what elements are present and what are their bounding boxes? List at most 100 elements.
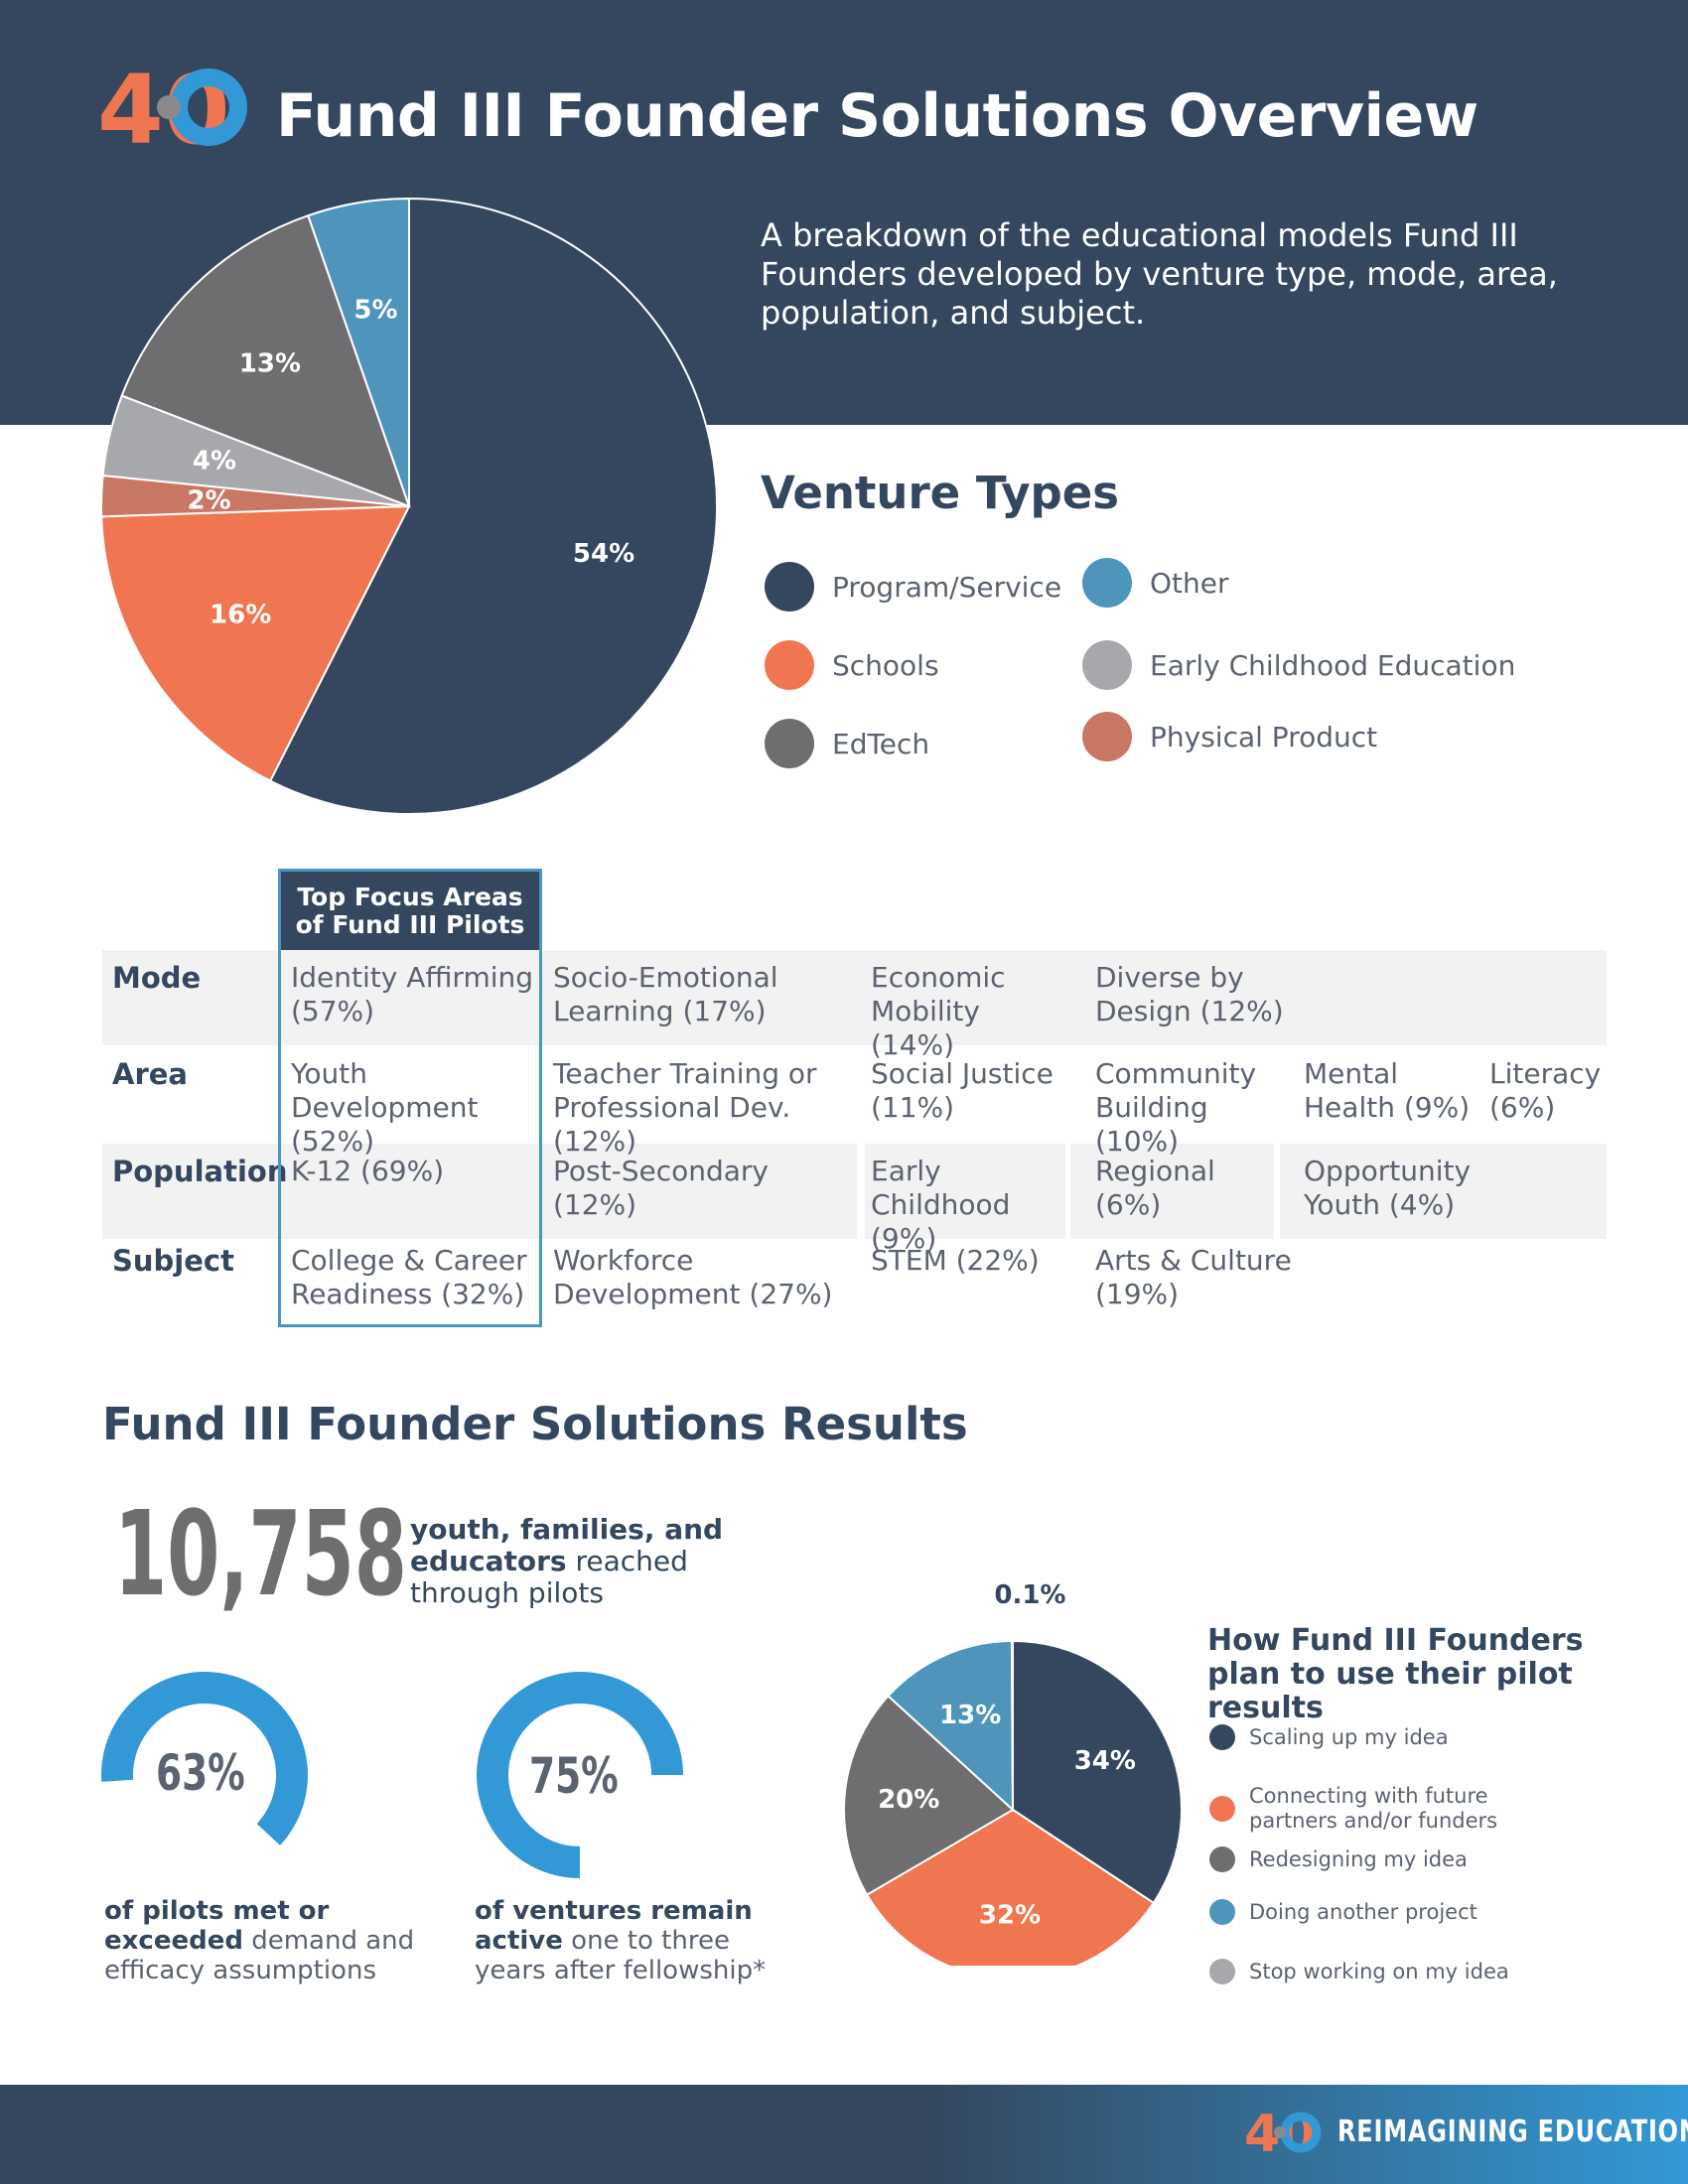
row-header-area: Area [112, 1057, 188, 1091]
table-cell: Teacher Training or Professional Dev. (1… [553, 1057, 817, 1158]
legend-swatch [1082, 640, 1132, 690]
table-cell: Regional (6%) [1095, 1155, 1215, 1221]
donut-progress-arc [100, 1672, 308, 1845]
pie-label-redesigning-my-idea: 20% [878, 1785, 939, 1815]
pie-slice-redesigning-my-idea [843, 1694, 1015, 1896]
legend-item-physical-product: Physical Product [1082, 712, 1377, 761]
venture-types-pie-chart: 54% 16% 2% 4% 13% 5% [100, 197, 718, 815]
legend-swatch [765, 562, 814, 612]
reach-caption-bold: youth, families, and educators [410, 1513, 724, 1577]
pie-label-stop-working-on-my-idea: 0.1% [994, 1580, 1065, 1610]
reach-caption-rest: reached through pilots [410, 1545, 688, 1609]
table-cell: Opportunity Youth (4%) [1304, 1155, 1472, 1221]
row-header-mode: Mode [112, 961, 202, 995]
legend-swatch [765, 719, 814, 768]
legend-label: Schools [832, 648, 939, 682]
page-subtitle: A breakdown of the educational models Fu… [761, 216, 1558, 332]
focus-areas-table: Mode Identity Affirming (57%) Socio-Emot… [102, 869, 1607, 1330]
ventures-active-caption-bold: of ventures remain active [475, 1896, 753, 1956]
legend-item-schools: Schools [765, 640, 939, 690]
legend-item-another-project: Doing another project [1209, 1899, 1477, 1925]
pie-slice-schools [100, 504, 411, 783]
legend-label: Other [1150, 566, 1229, 600]
table-cell: STEM (22%) [871, 1244, 1040, 1277]
pie-slice-stop-working-on-my-idea [1010, 1639, 1014, 1811]
donut-progress-arc [477, 1672, 683, 1878]
table-cell: Social Justice (11%) [871, 1057, 1054, 1124]
footer-tagline: REIMAGINING EDUCATION [1337, 2115, 1688, 2149]
pie-slice-program-service [268, 197, 718, 815]
pie-slice-edtech [120, 213, 411, 508]
pilot-results-plan-pie-chart: 34% 32% 20% 13% 0.1% [843, 1580, 1183, 1966]
reach-caption: youth, families, and educators reached t… [410, 1514, 738, 1609]
legend-label: EdTech [832, 727, 930, 760]
pie-label-early-childhood-education: 4% [193, 446, 236, 476]
pie-label-scaling-up-my-idea: 34% [1074, 1746, 1136, 1776]
pie-label-physical-product: 2% [188, 485, 231, 515]
pie-label-program-service: 54% [573, 539, 634, 569]
pie-label-edtech: 13% [239, 348, 301, 378]
page-title: Fund III Founder Solutions Overview [276, 81, 1478, 151]
ventures-active-donut-chart [477, 1672, 683, 1878]
table-cell: K-12 (69%) [291, 1155, 445, 1187]
ventures-active-caption-rest: one to three years after fellowship* [475, 1926, 767, 1985]
legend-label: Scaling up my idea [1249, 1724, 1449, 1749]
table-cell: Youth Development (52%) [291, 1057, 479, 1158]
legend-item-early-childhood-education: Early Childhood Education [1082, 640, 1515, 690]
row-header-population: Population [112, 1155, 288, 1188]
pilots-met-caption-rest: demand and efficacy assumptions [104, 1926, 415, 1985]
legend-item-edtech: EdTech [765, 719, 929, 768]
pie-slice-connecting-with-future-partners-and-or-funders [865, 1808, 1156, 1966]
pie-slice-doing-another-project [887, 1639, 1015, 1813]
legend-swatch [1082, 712, 1132, 761]
table-cell: Early Childhood (9%) [871, 1155, 1011, 1255]
table-row-band [865, 1144, 1065, 1239]
footer-band [0, 2085, 1688, 2184]
legend-label: Early Childhood Education [1150, 648, 1516, 682]
footer-logo-40-icon: 40 [1244, 2110, 1322, 2155]
table-cell: Workforce Development (27%) [553, 1244, 833, 1310]
legend-label: Doing another project [1249, 1899, 1477, 1924]
table-row-band [1280, 1144, 1607, 1239]
pie-label-connecting-with-future-partners-and-or-funders: 32% [979, 1900, 1041, 1930]
table-cell: College & Career Readiness (32%) [291, 1244, 527, 1310]
legend-swatch [1082, 558, 1132, 608]
table-row-band [102, 950, 1607, 1045]
table-row-band [102, 1144, 857, 1239]
table-cell: Post-Secondary (12%) [553, 1155, 769, 1221]
table-cell: Literacy (6%) [1489, 1057, 1602, 1124]
top-focus-header: Top Focus Areas of Fund III Pilots [281, 872, 539, 950]
legend-label: Physical Product [1150, 720, 1378, 753]
legend-item-scaling-up: Scaling up my idea [1209, 1724, 1449, 1750]
legend-item-program-service: Program/Service [765, 562, 1061, 612]
legend-label: Program/Service [832, 570, 1062, 604]
pilots-met-caption-bold: of pilots met or exceeded [104, 1896, 330, 1956]
reach-big-number: 10,758 [114, 1485, 407, 1622]
legend-swatch [1209, 1846, 1235, 1872]
pie-label-other: 5% [353, 295, 397, 325]
table-row-band [1070, 1144, 1274, 1239]
table-cell: Diverse by Design (12%) [1095, 961, 1284, 1027]
legend-swatch [1209, 1899, 1235, 1925]
legend-item-connecting: Connecting with future partners and/or f… [1209, 1784, 1507, 1834]
top-focus-column-highlight: Top Focus Areas of Fund III Pilots [278, 869, 542, 1327]
logo-40-icon: 40 [97, 66, 247, 149]
plan-title: How Fund III Founders plan to use their … [1207, 1623, 1584, 1725]
legend-item-stop-working: Stop working on my idea [1209, 1959, 1509, 1984]
legend-swatch [765, 640, 814, 690]
legend-swatch [1209, 1724, 1235, 1750]
table-cell: Arts & Culture (19%) [1095, 1244, 1292, 1310]
row-header-subject: Subject [112, 1244, 234, 1278]
pie-label-schools: 16% [210, 601, 271, 630]
legend-label: Stop working on my idea [1249, 1959, 1509, 1983]
pie-label-doing-another-project: 13% [939, 1701, 1001, 1730]
ventures-active-caption: of ventures remain active one to three y… [475, 1896, 802, 1985]
ventures-active-percent: 75% [529, 1747, 619, 1805]
table-cell: Identity Affirming (57%) [291, 961, 534, 1027]
legend-label: Redesigning my idea [1249, 1846, 1468, 1871]
legend-item-redesigning: Redesigning my idea [1209, 1846, 1468, 1872]
venture-types-title: Venture Types [761, 467, 1120, 519]
legend-item-other: Other [1082, 558, 1229, 608]
results-title: Fund III Founder Solutions Results [102, 1398, 968, 1450]
table-cell: Economic Mobility (14%) [871, 961, 1006, 1061]
